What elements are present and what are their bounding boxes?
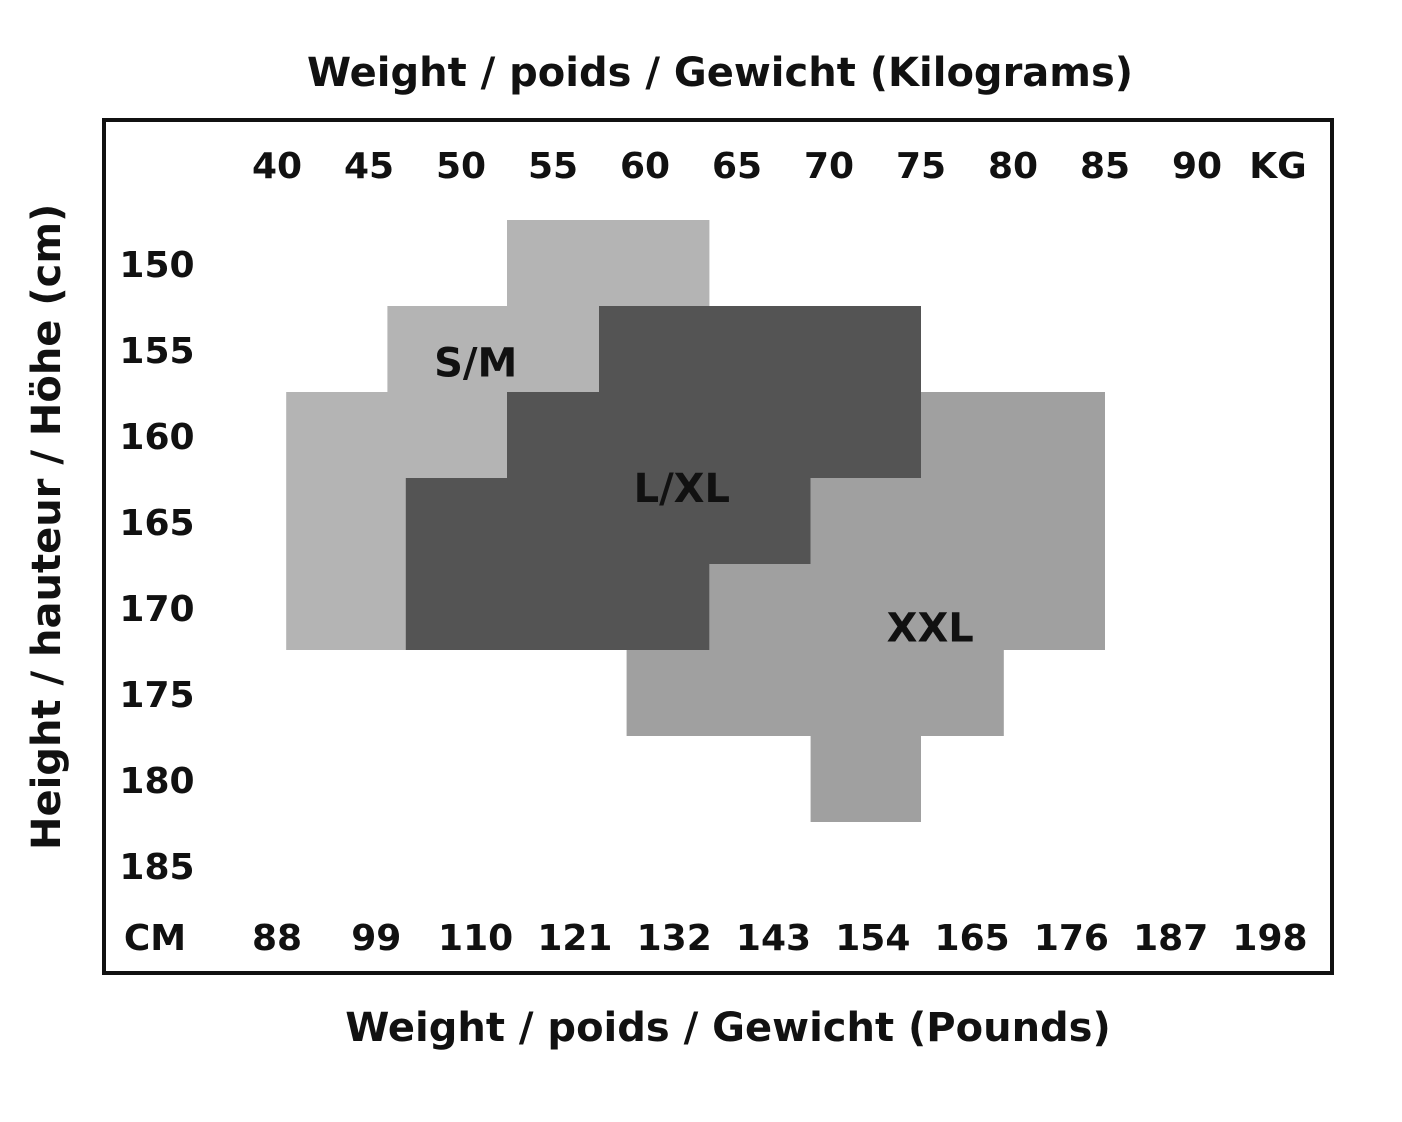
zone-label-s-m: S/M <box>434 341 517 387</box>
zone-label-xxl: XXL <box>887 605 974 651</box>
lb-tick: 143 <box>736 918 811 959</box>
height-tick: 150 <box>119 245 194 286</box>
height-tick: 160 <box>119 417 194 458</box>
kg-unit-label: KG <box>1249 146 1306 187</box>
zone-s-m-cell <box>286 478 425 650</box>
zone-s-m-cell <box>507 220 710 306</box>
zone-xxl-cell <box>626 650 1004 736</box>
kg-tick: 45 <box>344 146 394 187</box>
lb-tick: 110 <box>438 918 513 959</box>
lb-tick: 121 <box>537 918 612 959</box>
kg-tick: 80 <box>988 146 1038 187</box>
lb-tick: 187 <box>1133 918 1208 959</box>
lb-tick: 176 <box>1034 918 1109 959</box>
lb-tick: 88 <box>252 918 302 959</box>
lb-tick: 165 <box>935 918 1010 959</box>
height-tick: 175 <box>119 675 194 716</box>
height-tick: 185 <box>119 847 194 888</box>
kg-tick: 50 <box>436 146 486 187</box>
pounds-axis-title: Weight / poids / Gewicht (Pounds) <box>345 1005 1111 1051</box>
kg-tick: 85 <box>1080 146 1130 187</box>
cm-unit-label: CM <box>124 918 186 959</box>
kg-tick: 55 <box>528 146 578 187</box>
zone-l-xl-cell <box>507 392 921 478</box>
lb-tick: 154 <box>835 918 910 959</box>
kg-tick: 40 <box>252 146 302 187</box>
kg-tick-labels: 40 45 50 55 60 65 70 75 80 85 90 KG <box>252 146 1307 187</box>
kg-tick: 75 <box>896 146 946 187</box>
chart-frame <box>102 118 1334 975</box>
height-tick: 180 <box>119 761 194 802</box>
kg-tick: 65 <box>712 146 762 187</box>
size-zone-labels: S/M XXL L/XL <box>434 341 974 652</box>
kg-tick: 60 <box>620 146 670 187</box>
lb-tick: 99 <box>351 918 401 959</box>
zone-label-l-xl: L/XL <box>634 466 730 512</box>
kg-tick: 90 <box>1172 146 1222 187</box>
size-zones <box>286 220 1105 822</box>
zone-l-xl-cell <box>405 564 710 650</box>
zone-l-xl-cell <box>405 478 811 564</box>
height-tick: 165 <box>119 503 194 544</box>
height-tick: 155 <box>119 331 194 372</box>
lb-tick-labels: 88 99 110 121 132 143 154 165 176 187 198 CM <box>124 918 1308 959</box>
height-tick: 170 <box>119 589 194 630</box>
zone-xxl-cell <box>911 392 1105 478</box>
kilograms-axis-title: Weight / poids / Gewicht (Kilograms) <box>306 50 1134 96</box>
zone-xxl-cell <box>810 478 1105 564</box>
lb-tick: 132 <box>637 918 712 959</box>
zone-xxl-cell <box>709 564 1105 650</box>
kg-tick: 70 <box>804 146 854 187</box>
zone-l-xl-cell <box>599 306 921 392</box>
lb-tick: 198 <box>1232 918 1307 959</box>
zone-xxl-cell <box>810 736 921 822</box>
height-tick-labels: 150 155 160 165 170 175 180 185 <box>119 245 194 888</box>
